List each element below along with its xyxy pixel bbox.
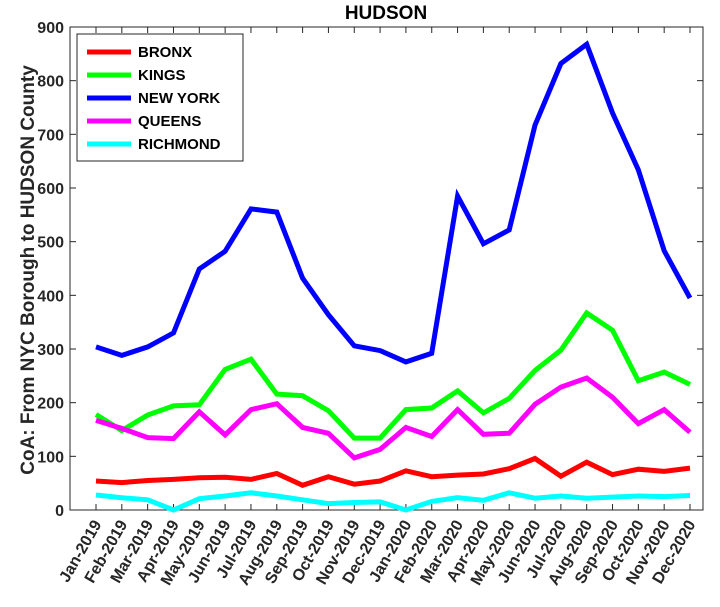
y-tick-label: 500	[37, 235, 64, 252]
legend-label: BRONX	[138, 44, 192, 61]
y-tick-label: 600	[37, 181, 64, 198]
y-tick-label: 200	[37, 396, 64, 413]
y-tick-label: 400	[37, 288, 64, 305]
legend-label: RICHMOND	[138, 136, 221, 153]
y-tick-label: 0	[55, 503, 64, 520]
y-tick-label: 300	[37, 342, 64, 359]
legend-label: QUEENS	[138, 113, 201, 130]
legend-label: NEW YORK	[138, 90, 220, 107]
chart-title: HUDSON	[345, 3, 427, 24]
series-line-bronx	[95, 455, 691, 488]
y-tick-label: 700	[37, 127, 64, 144]
y-axis-label: CoA: From NYC Borough to HUDSON County	[18, 65, 39, 475]
legend: BRONX KINGS NEW YORK QUEENS RICHMOND	[76, 33, 244, 162]
y-tick-label: 900	[37, 20, 64, 37]
y-tick-label: 800	[37, 74, 64, 91]
y-tick-label: 100	[37, 449, 64, 466]
series-line-new-york	[95, 40, 693, 365]
series-line-richmond	[95, 490, 691, 513]
legend-label: KINGS	[138, 67, 186, 84]
axes-box	[69, 26, 704, 511]
series-line-queens	[95, 375, 692, 461]
series-line-kings	[94, 309, 692, 441]
